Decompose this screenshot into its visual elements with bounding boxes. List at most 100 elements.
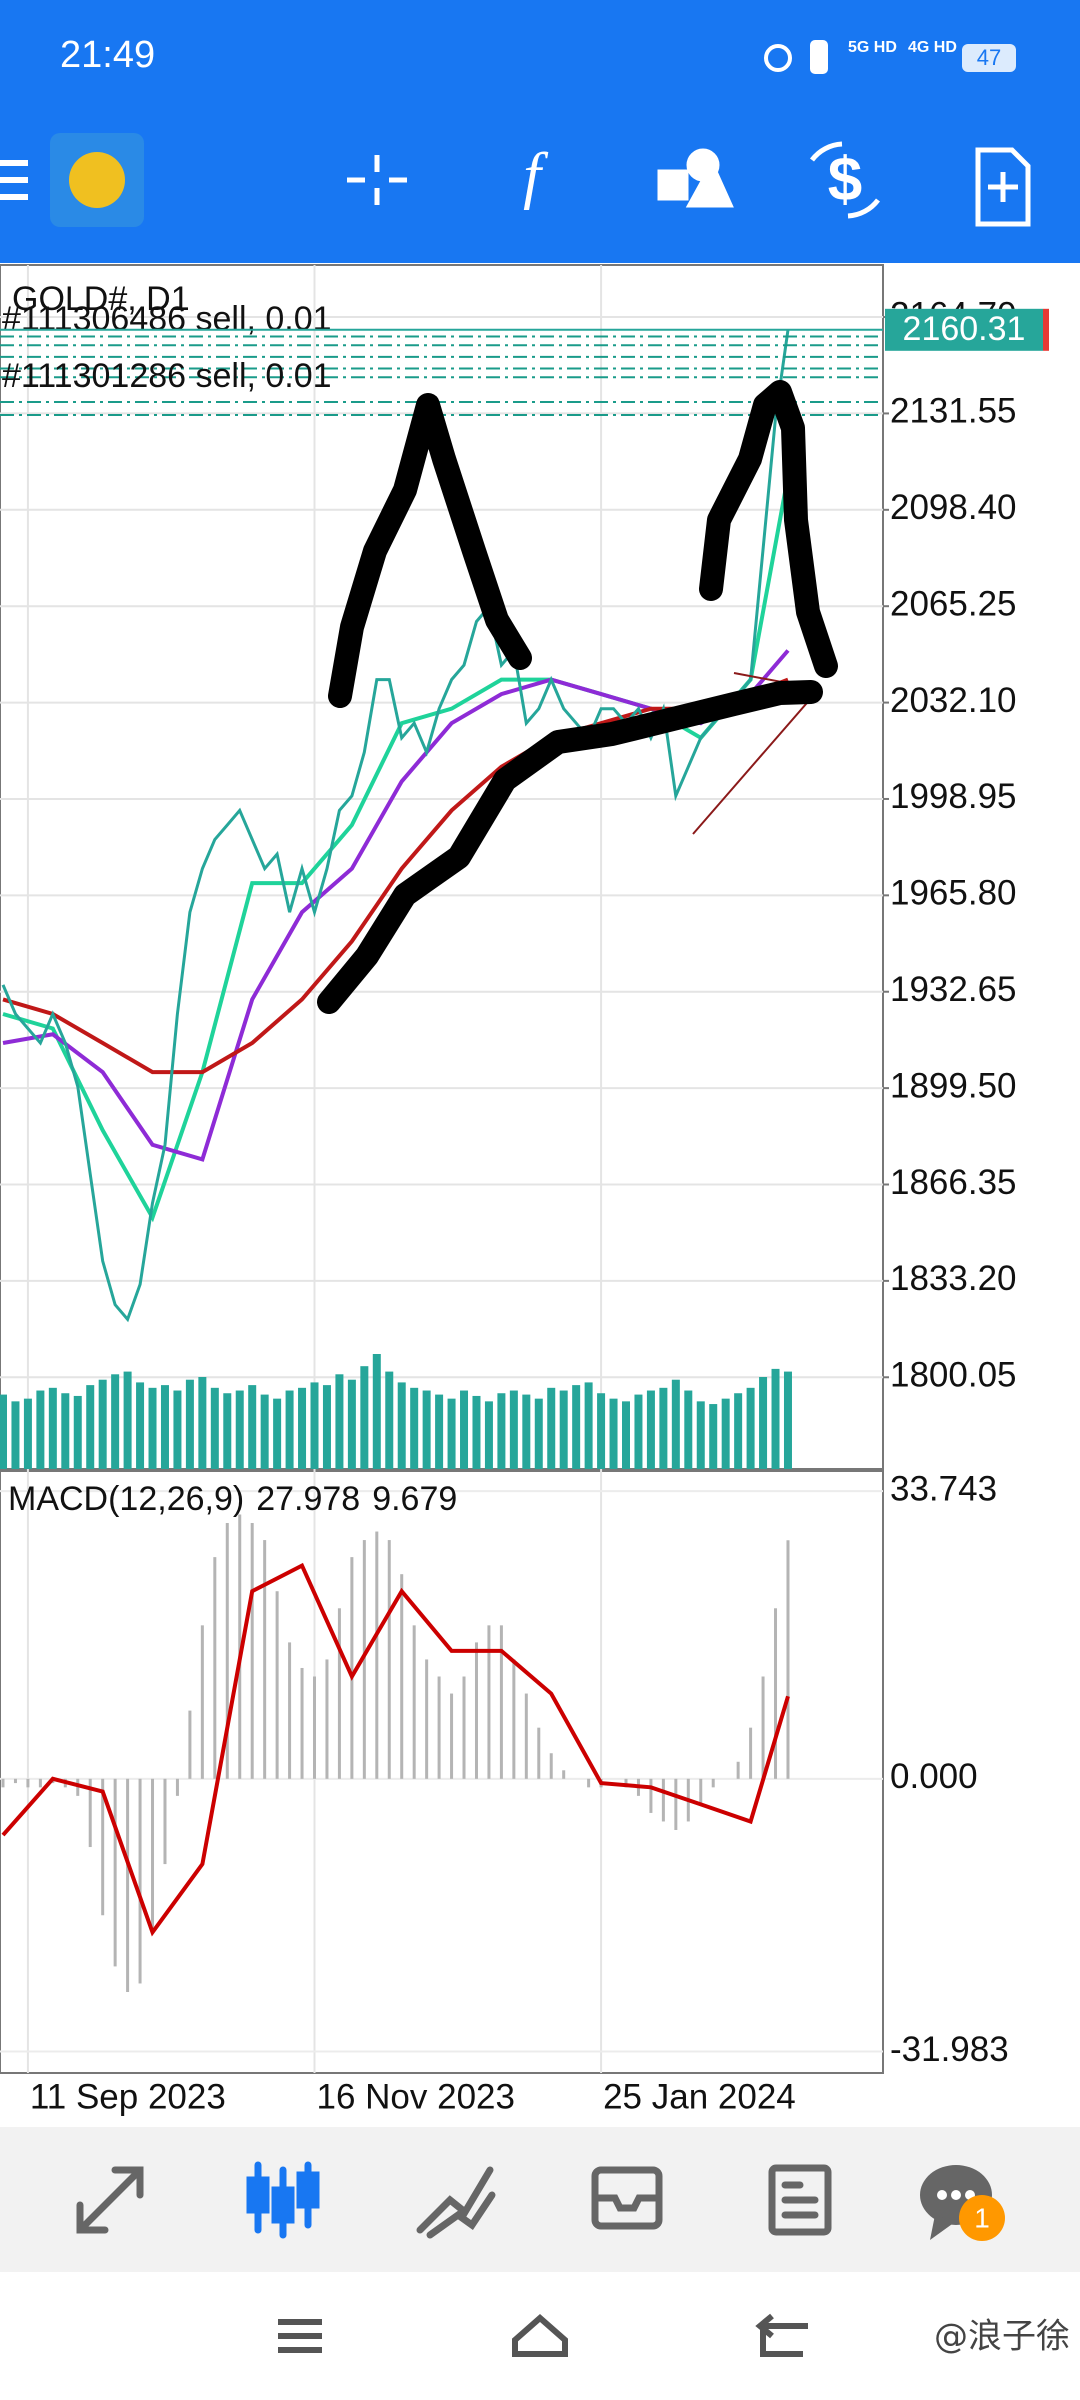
macd-bar — [562, 1770, 566, 1779]
order-label: #111301286 sell, 0.01 — [2, 357, 332, 395]
macd-bar — [225, 1523, 229, 1779]
volume-bar — [559, 1390, 568, 1469]
volume-bar — [98, 1379, 107, 1469]
macd-bar — [38, 1778, 42, 1788]
battery — [962, 44, 1016, 72]
home[interactable] — [512, 2314, 568, 2357]
macd-bar — [325, 1659, 329, 1779]
macd-bar — [362, 1540, 366, 1779]
chart-title: GOLD#, D1 — [12, 280, 190, 318]
volume-bar — [734, 1393, 743, 1469]
menu-button[interactable] — [0, 160, 28, 200]
nav-news[interactable] — [768, 2164, 832, 2236]
volume-bar — [48, 1387, 57, 1469]
new-order-button[interactable] — [975, 147, 1031, 227]
macd-bar — [313, 1676, 316, 1779]
network-1: 5G HD — [848, 39, 897, 56]
volume-bar — [61, 1393, 70, 1469]
macd-bar — [113, 1778, 117, 1967]
app-bar — [0, 0, 1080, 263]
watermark: @浪子徐 — [934, 2317, 1070, 2357]
volume-bar — [522, 1394, 531, 1469]
macd-bar — [26, 1778, 30, 1788]
macd-bar — [163, 1778, 167, 1865]
macd-bar — [711, 1778, 715, 1788]
macd-bar — [138, 1778, 142, 1984]
macd-bar — [13, 1778, 17, 1784]
nav-messages[interactable]: 1 — [920, 2165, 1005, 2241]
volume-bar — [123, 1371, 132, 1469]
y-tick-label: 1965.80 — [890, 874, 1017, 913]
volume-bar — [534, 1398, 543, 1469]
nav-history[interactable] — [591, 2166, 663, 2230]
volume-bar — [310, 1382, 319, 1469]
macd-panel — [0, 1470, 884, 2074]
y-tick-label: 1866.35 — [890, 1163, 1017, 1202]
volume-bar — [73, 1395, 82, 1469]
recent-apps[interactable] — [278, 2319, 322, 2353]
nav-chart[interactable] — [246, 2161, 320, 2239]
nav-trade[interactable] — [416, 2166, 496, 2239]
volume-bar — [684, 1390, 693, 1469]
volume-bar — [597, 1393, 606, 1469]
volume-bar — [783, 1371, 792, 1469]
x-tick-label: 16 Nov 2023 — [317, 2077, 515, 2116]
macd-bar — [437, 1676, 441, 1779]
macd-bar — [275, 1591, 279, 1779]
volume-bar — [435, 1394, 444, 1469]
y-tick-label: -31.983 — [890, 2030, 1009, 2069]
volume-bar — [285, 1390, 294, 1469]
volume-bar — [634, 1394, 643, 1469]
volume-bar — [111, 1374, 120, 1469]
macd-bar — [1, 1778, 5, 1788]
y-tick-label: 0.000 — [890, 1757, 978, 1796]
y-tick-label: 2032.10 — [890, 681, 1017, 720]
macd-header: MACD(12,26,9) 27.978 9.679 — [8, 1480, 457, 1518]
volume-bar — [721, 1398, 730, 1469]
objects-button[interactable] — [657, 148, 734, 208]
volume-bar — [410, 1387, 419, 1469]
current-price-box — [885, 308, 1043, 351]
macd-bar — [337, 1608, 341, 1779]
volume-bar — [148, 1387, 157, 1469]
trade-button[interactable]: $ — [809, 141, 881, 219]
macd-bar — [151, 1778, 155, 1933]
scribble-peak-2 — [699, 380, 838, 678]
macd-bar — [238, 1514, 242, 1779]
back[interactable] — [755, 2313, 808, 2357]
macd-bar — [188, 1710, 192, 1779]
macd-bar — [487, 1625, 491, 1779]
volume-bar — [86, 1385, 95, 1469]
bottom-nav — [0, 2127, 1080, 2272]
y-tick-label: 1800.05 — [890, 1356, 1017, 1395]
macd-bar — [661, 1778, 665, 1822]
macd-bar — [761, 1676, 765, 1779]
macd-bar — [786, 1540, 790, 1779]
y-tick-label: 1932.65 — [890, 970, 1017, 1009]
macd-bar — [300, 1667, 304, 1779]
x-tick-label: 11 Sep 2023 — [30, 2077, 226, 2116]
macd-bar — [624, 1778, 628, 1788]
volume-bar — [173, 1390, 182, 1469]
order-label: #111306486 sell, 0.01 — [2, 300, 332, 338]
volume-bar — [771, 1368, 780, 1469]
system-nav — [278, 2313, 808, 2357]
nav-quotes[interactable] — [76, 2166, 144, 2234]
volume-bar — [696, 1401, 705, 1469]
y-tick-label: 1833.20 — [890, 1259, 1017, 1298]
macd-bar — [649, 1778, 653, 1813]
volume-bar — [335, 1374, 344, 1469]
volume-bar — [185, 1379, 194, 1469]
volume-bar — [484, 1401, 493, 1469]
macd-bar — [524, 1693, 528, 1779]
macd-bar — [175, 1778, 179, 1796]
volume-bar — [422, 1390, 431, 1469]
volume-bar — [497, 1393, 506, 1469]
y-tick-label: 1899.50 — [890, 1066, 1017, 1105]
y-tick-label: 2131.55 — [890, 392, 1017, 431]
macd-bar — [400, 1574, 404, 1779]
crosshair-button[interactable] — [347, 155, 407, 205]
volume-bar — [210, 1387, 219, 1469]
current-price-tab — [1043, 308, 1049, 351]
macd-bar — [450, 1693, 454, 1779]
